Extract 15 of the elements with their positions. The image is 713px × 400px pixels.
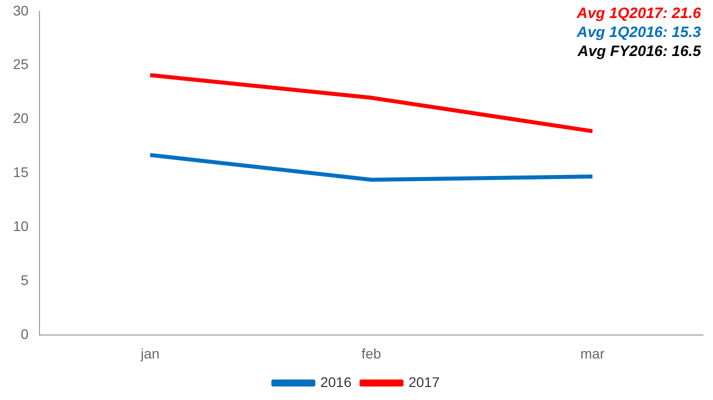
legend-label: 2017	[408, 374, 440, 390]
y-tick-label: 0	[20, 326, 29, 342]
y-tick-label: 15	[12, 164, 29, 180]
y-tick-label: 10	[12, 218, 29, 234]
y-tick-label: 20	[12, 110, 29, 126]
y-tick-label: 5	[20, 272, 29, 288]
x-tick-label: jan	[140, 345, 160, 362]
x-tick-label: feb	[362, 345, 382, 362]
annotation: Avg 1Q2017: 21.6	[576, 4, 701, 23]
y-tick-label: 25	[12, 56, 29, 72]
annotation: Avg 1Q2016: 15.3	[576, 23, 701, 42]
x-tick-label: mar	[580, 345, 605, 362]
y-tick-label: 30	[12, 2, 29, 18]
legend-label: 2016	[320, 374, 352, 390]
annotation: Avg FY2016: 16.5	[576, 42, 701, 61]
